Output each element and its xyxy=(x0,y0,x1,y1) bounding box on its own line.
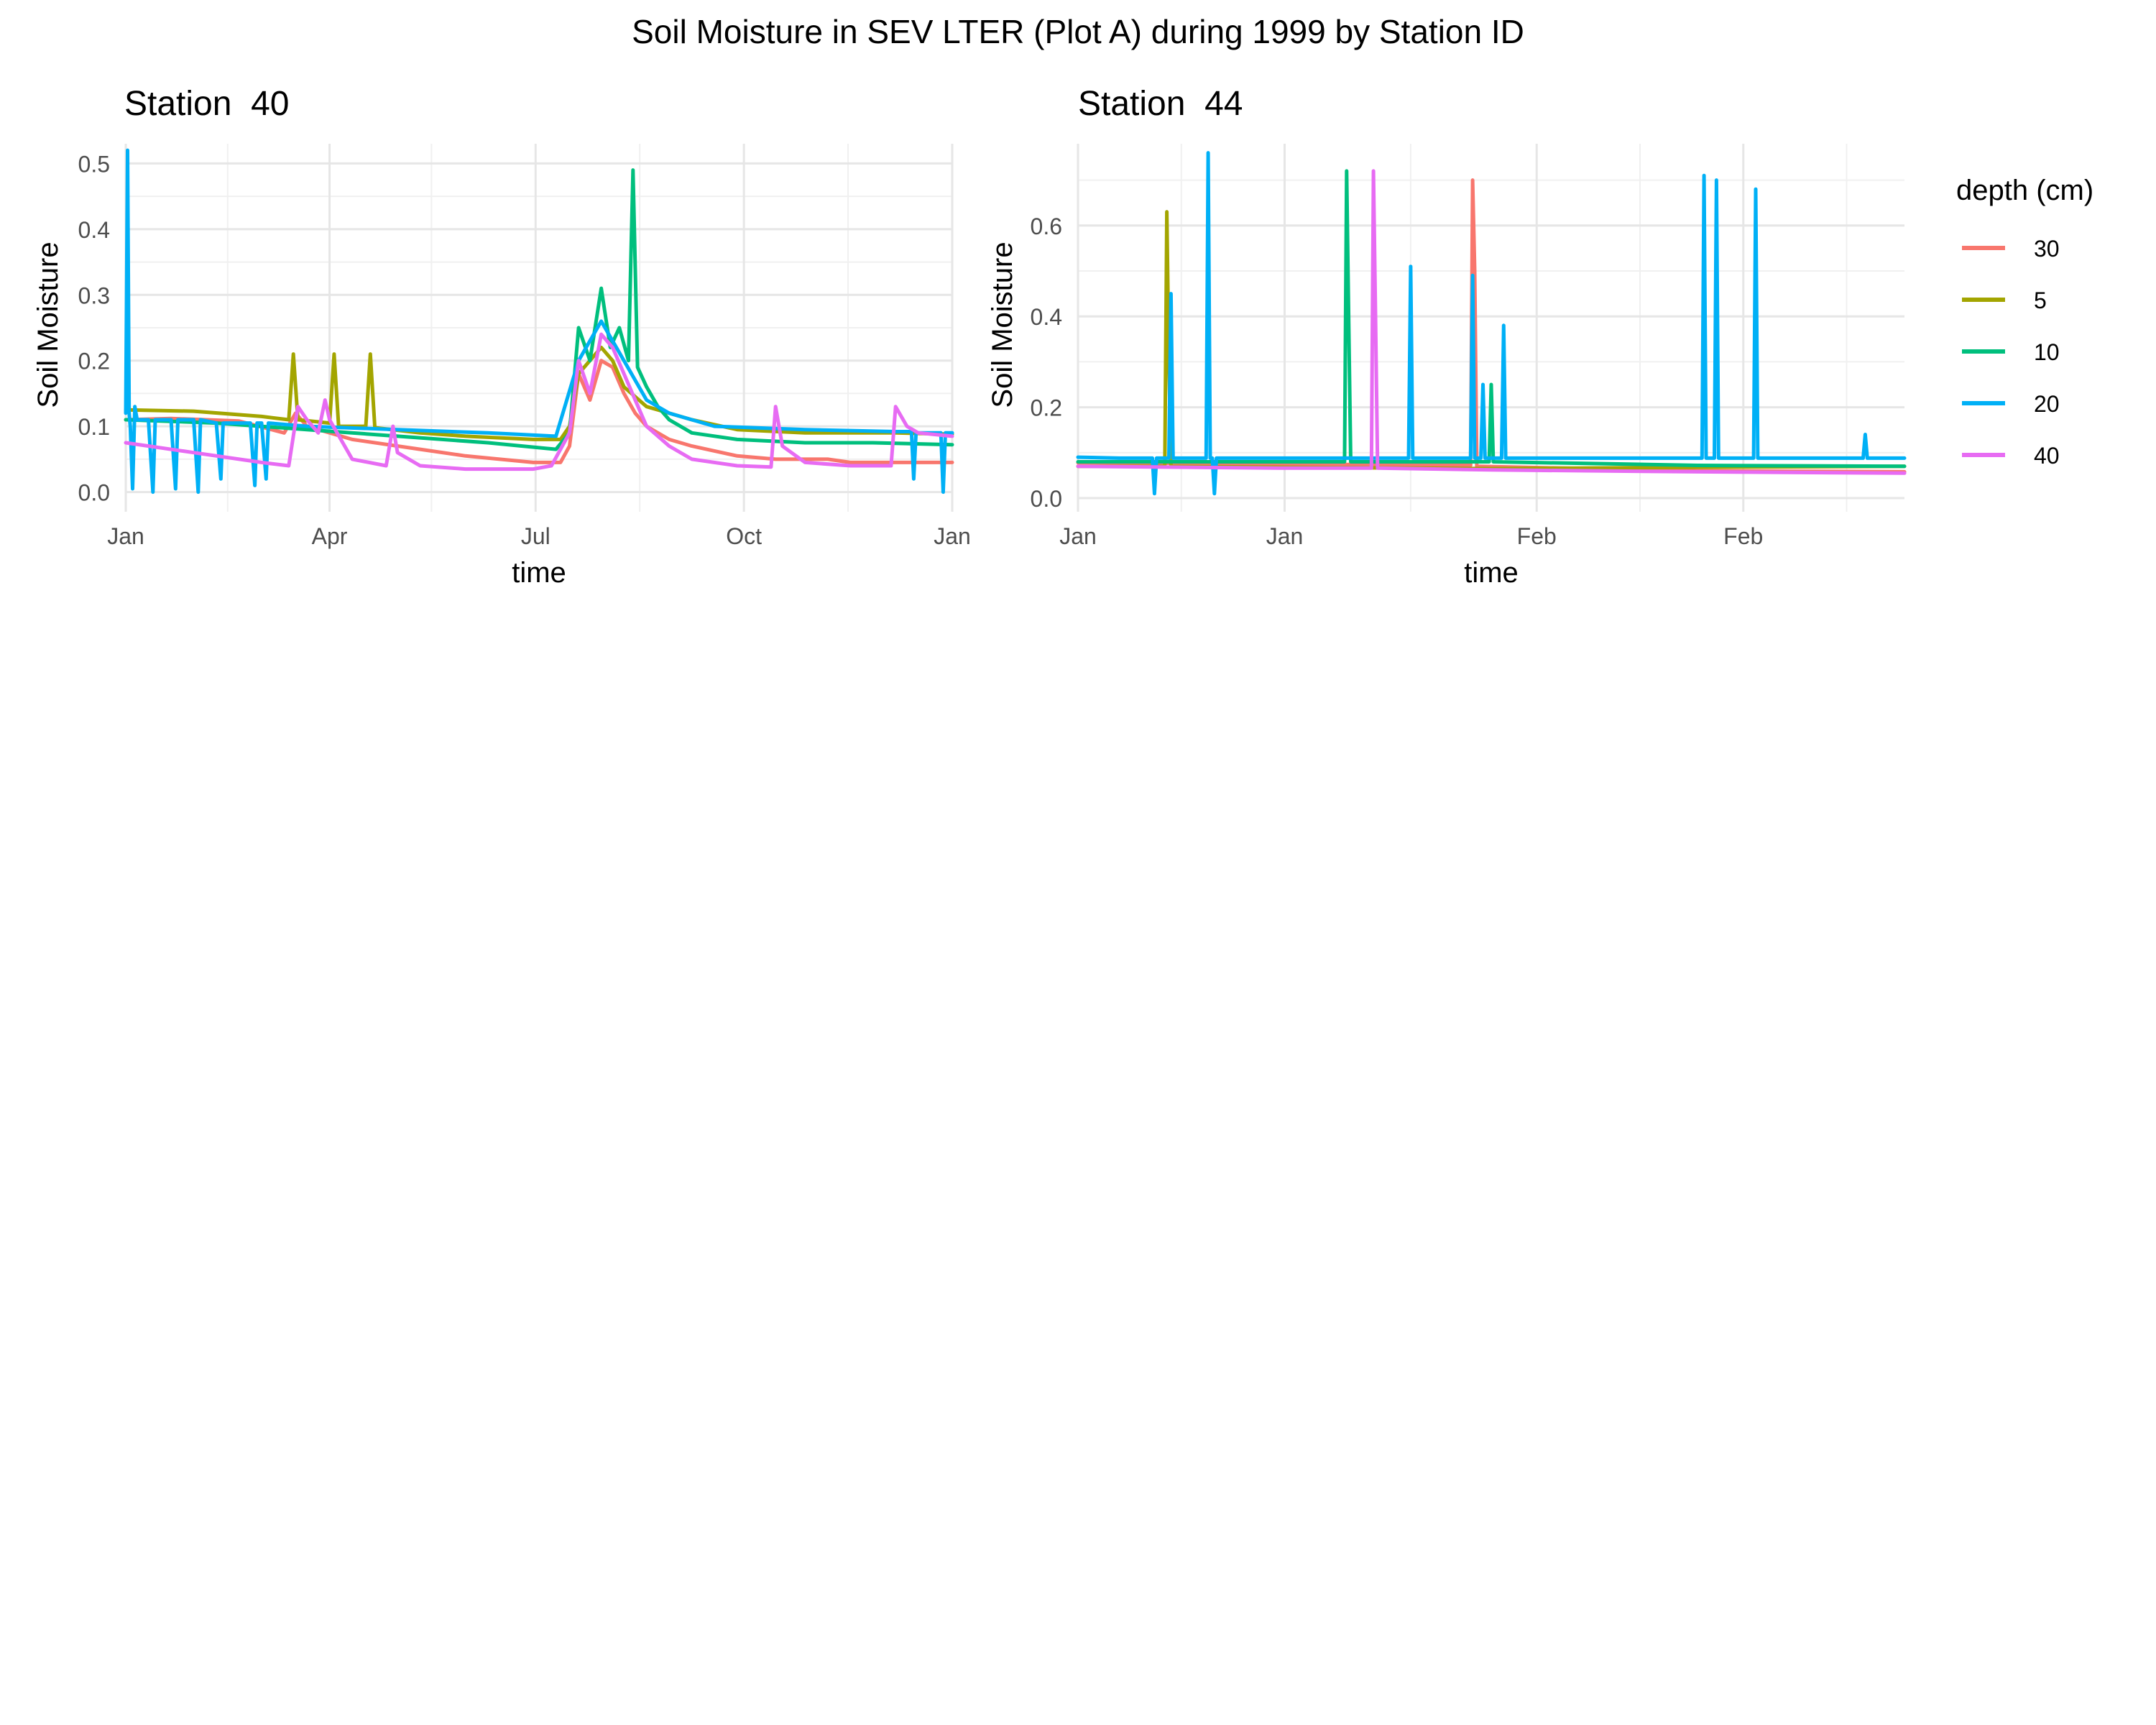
y-tick-label: 0.5 xyxy=(78,151,110,177)
y-tick-label: 0.0 xyxy=(78,480,110,506)
y-tick-labels: 0.0 0.1 0.2 0.3 0.4 0.5 xyxy=(78,151,110,505)
legend-title: depth (cm) xyxy=(1956,175,2093,206)
y-tick-label: 0.4 xyxy=(1031,304,1062,330)
legend-label: 20 xyxy=(2034,391,2060,417)
x-tick-labels: Jan Apr Jul Oct Jan xyxy=(107,523,971,549)
y-tick-label: 0.6 xyxy=(1031,213,1062,239)
gridlines xyxy=(1077,144,1904,512)
x-tick-label: Apr xyxy=(312,523,348,549)
series-line-depth-40 xyxy=(1076,169,1907,475)
x-axis-label: time xyxy=(1464,557,1519,589)
legend-label: 10 xyxy=(2034,339,2060,365)
x-tick-labels: Jan Jan Feb Feb xyxy=(1059,523,1763,549)
y-tick-label: 0.3 xyxy=(78,282,110,308)
legend: depth (cm) 30 5 10 20 40 xyxy=(1956,175,2093,469)
x-tick-label: Feb xyxy=(1517,523,1557,549)
series-lines xyxy=(124,148,954,494)
series-line-depth-40 xyxy=(124,332,954,472)
y-tick-label: 0.2 xyxy=(1031,395,1062,421)
gridlines xyxy=(124,144,954,512)
x-tick-label: Jul xyxy=(521,523,550,549)
panel-station-40: Station 40 0.0 0.1 0.2 0.3 0.4 0.5 Jan Apr Jul O… xyxy=(32,85,971,589)
series-lines xyxy=(1076,151,1907,496)
y-tick-labels: 0.0 0.2 0.4 0.6 xyxy=(1031,213,1062,512)
panel-station-44: Station 44 0.0 0.2 0.4 0.6 Jan Jan Feb Feb tim… xyxy=(987,85,1907,589)
series-line-depth-20 xyxy=(124,148,954,494)
x-tick-label: Jan xyxy=(934,523,971,549)
panel-title: Station 44 xyxy=(1078,85,1243,123)
x-tick-label: Oct xyxy=(726,523,762,549)
y-tick-label: 0.4 xyxy=(78,217,110,243)
legend-label: 30 xyxy=(2034,236,2060,262)
x-tick-label: Feb xyxy=(1723,523,1763,549)
y-axis-label: Soil Moisture xyxy=(987,242,1018,408)
legend-label: 40 xyxy=(2034,443,2060,469)
x-axis-label: time xyxy=(512,557,566,589)
y-tick-label: 0.0 xyxy=(1031,486,1062,512)
y-tick-label: 0.2 xyxy=(78,349,110,374)
y-axis-label: Soil Moisture xyxy=(32,242,64,408)
x-tick-label: Jan xyxy=(107,523,144,549)
panel-title: Station 40 xyxy=(124,85,290,123)
series-line-depth-10 xyxy=(1076,169,1907,469)
x-tick-label: Jan xyxy=(1059,523,1097,549)
y-tick-label: 0.1 xyxy=(78,414,110,440)
legend-items: 30 5 10 20 40 xyxy=(1962,236,2060,469)
figure-title: Soil Moisture in SEV LTER (Plot A) durin… xyxy=(632,13,1524,50)
series-line-depth-20 xyxy=(1076,151,1907,496)
x-tick-label: Jan xyxy=(1266,523,1304,549)
legend-label: 5 xyxy=(2034,288,2047,313)
series-line-depth-10 xyxy=(124,168,954,451)
